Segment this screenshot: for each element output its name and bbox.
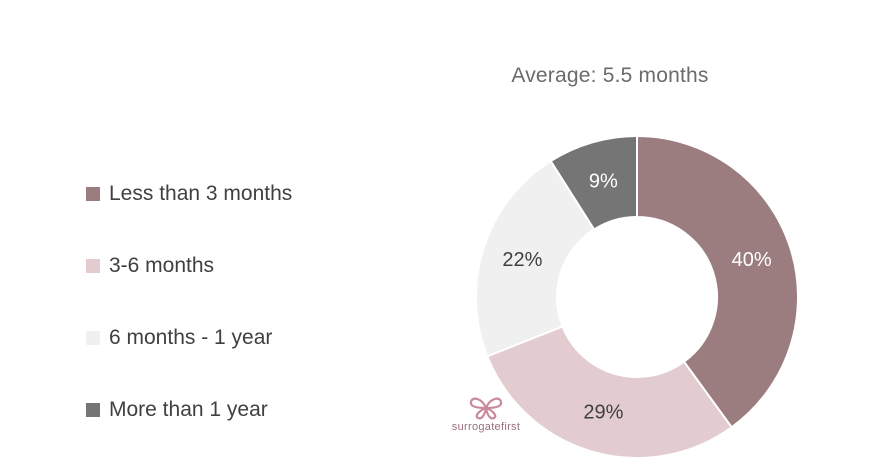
legend-label: 3-6 months (109, 254, 215, 277)
legend-swatch (86, 259, 100, 273)
donut-slice-2 (475, 159, 596, 358)
donut-slice-1 (486, 325, 734, 459)
legend: Less than 3 months 3-6 months 6 months -… (86, 176, 292, 464)
legend-swatch (86, 331, 100, 345)
butterfly-icon (469, 397, 503, 420)
chart-title: Average: 5.5 months (511, 64, 709, 87)
logo-text: surrogatefirst (451, 421, 521, 433)
legend-label: More than 1 year (109, 398, 268, 421)
legend-label: 6 months - 1 year (109, 326, 273, 349)
slice-data-label-0: 40% (732, 249, 772, 271)
legend-item-more-than-1-year: More than 1 year (86, 392, 292, 428)
legend-item-less-than-3-months: Less than 3 months (86, 176, 292, 212)
slice-data-label-3: 9% (589, 170, 618, 192)
legend-item-3-6-months: 3-6 months (86, 248, 292, 284)
slice-data-label-2: 22% (502, 249, 542, 271)
legend-swatch (86, 187, 100, 201)
slice-data-label-1: 29% (583, 402, 623, 424)
donut-slice-3 (549, 134, 638, 231)
donut-slice-0 (636, 134, 799, 429)
legend-item-6-months-1-year: 6 months - 1 year (86, 320, 292, 356)
legend-swatch (86, 403, 100, 417)
legend-label: Less than 3 months (109, 182, 293, 205)
surrogatefirst-logo: surrogatefirst (436, 396, 536, 433)
